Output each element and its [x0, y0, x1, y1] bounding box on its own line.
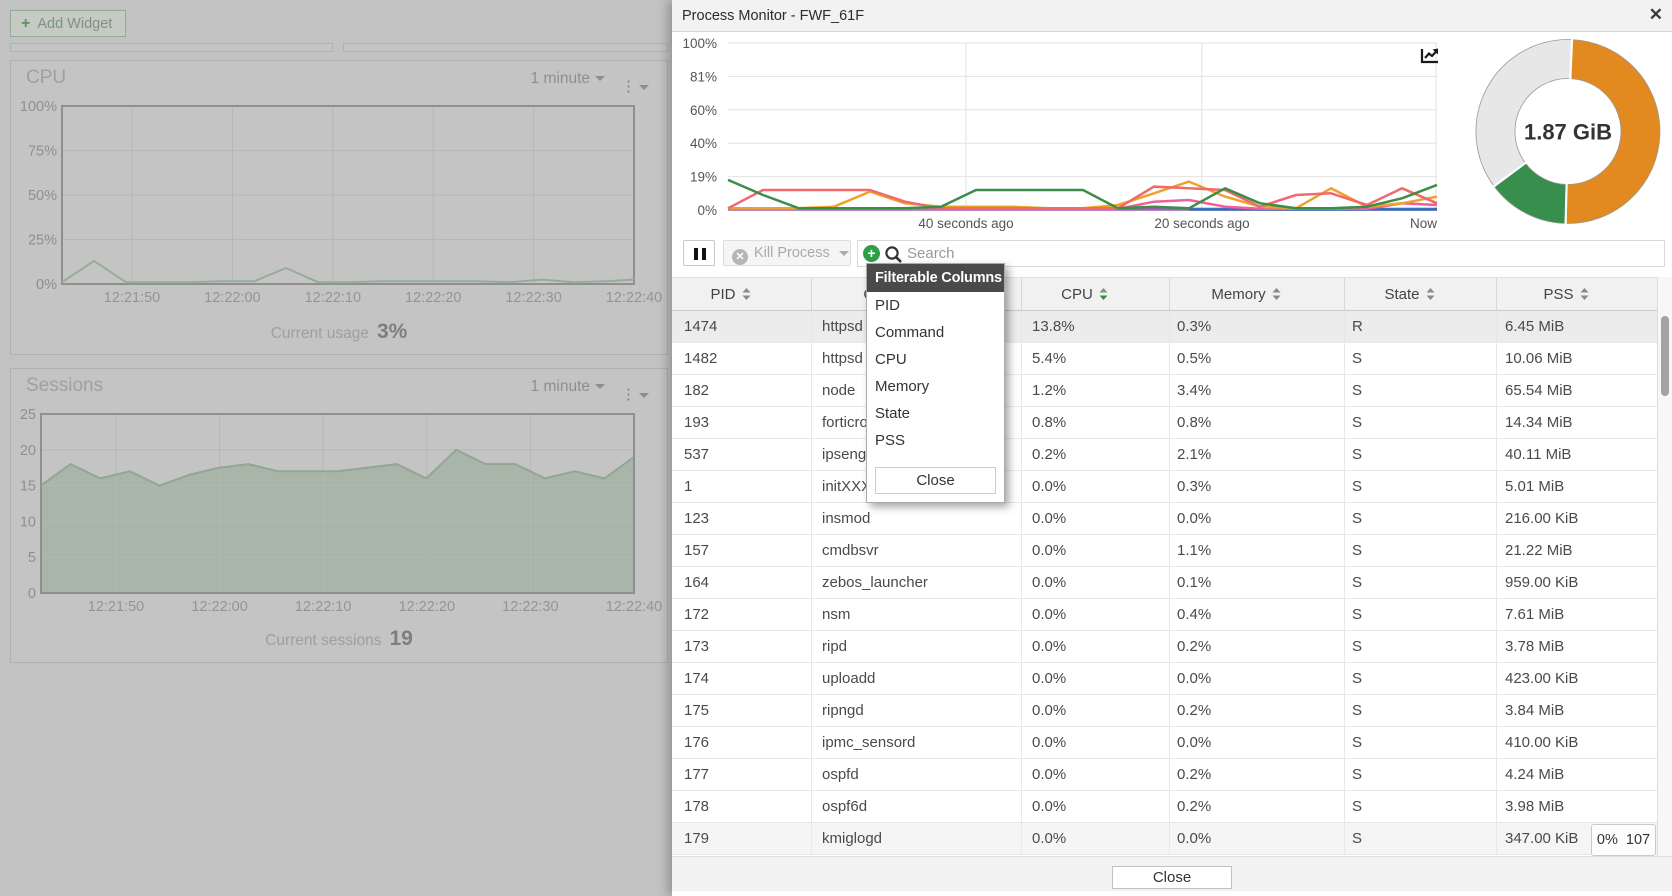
svg-text:12:22:20: 12:22:20 — [399, 599, 455, 615]
svg-text:20 seconds ago: 20 seconds ago — [1154, 216, 1249, 231]
svg-text:20: 20 — [20, 443, 36, 459]
svg-text:12:21:50: 12:21:50 — [88, 599, 144, 615]
svg-text:12:22:30: 12:22:30 — [502, 599, 558, 615]
svg-text:25%: 25% — [28, 233, 57, 249]
svg-text:12:21:50: 12:21:50 — [104, 290, 160, 306]
svg-text:12:22:10: 12:22:10 — [305, 290, 361, 306]
svg-text:12:22:30: 12:22:30 — [505, 290, 561, 306]
svg-text:0%: 0% — [697, 203, 717, 218]
svg-text:40 seconds ago: 40 seconds ago — [918, 216, 1013, 231]
svg-text:25: 25 — [20, 407, 36, 423]
svg-text:0%: 0% — [36, 277, 57, 293]
svg-text:12:22:00: 12:22:00 — [191, 599, 247, 615]
svg-text:12:22:00: 12:22:00 — [204, 290, 260, 306]
svg-text:12:22:40: 12:22:40 — [606, 290, 662, 306]
svg-text:81%: 81% — [690, 69, 717, 84]
svg-text:40%: 40% — [690, 136, 717, 151]
svg-text:100%: 100% — [682, 36, 717, 51]
svg-text:100%: 100% — [20, 99, 57, 115]
svg-text:5: 5 — [28, 550, 36, 566]
svg-text:50%: 50% — [28, 188, 57, 204]
svg-text:1.87 GiB: 1.87 GiB — [1524, 120, 1612, 145]
svg-text:19%: 19% — [690, 170, 717, 185]
svg-text:0: 0 — [28, 586, 36, 602]
svg-text:10: 10 — [20, 514, 36, 530]
svg-text:12:22:10: 12:22:10 — [295, 599, 351, 615]
svg-text:Now: Now — [1410, 216, 1437, 231]
svg-text:15: 15 — [20, 479, 36, 495]
svg-text:12:22:20: 12:22:20 — [405, 290, 461, 306]
svg-text:75%: 75% — [28, 144, 57, 160]
svg-text:12:22:40: 12:22:40 — [606, 599, 662, 615]
svg-text:60%: 60% — [690, 103, 717, 118]
